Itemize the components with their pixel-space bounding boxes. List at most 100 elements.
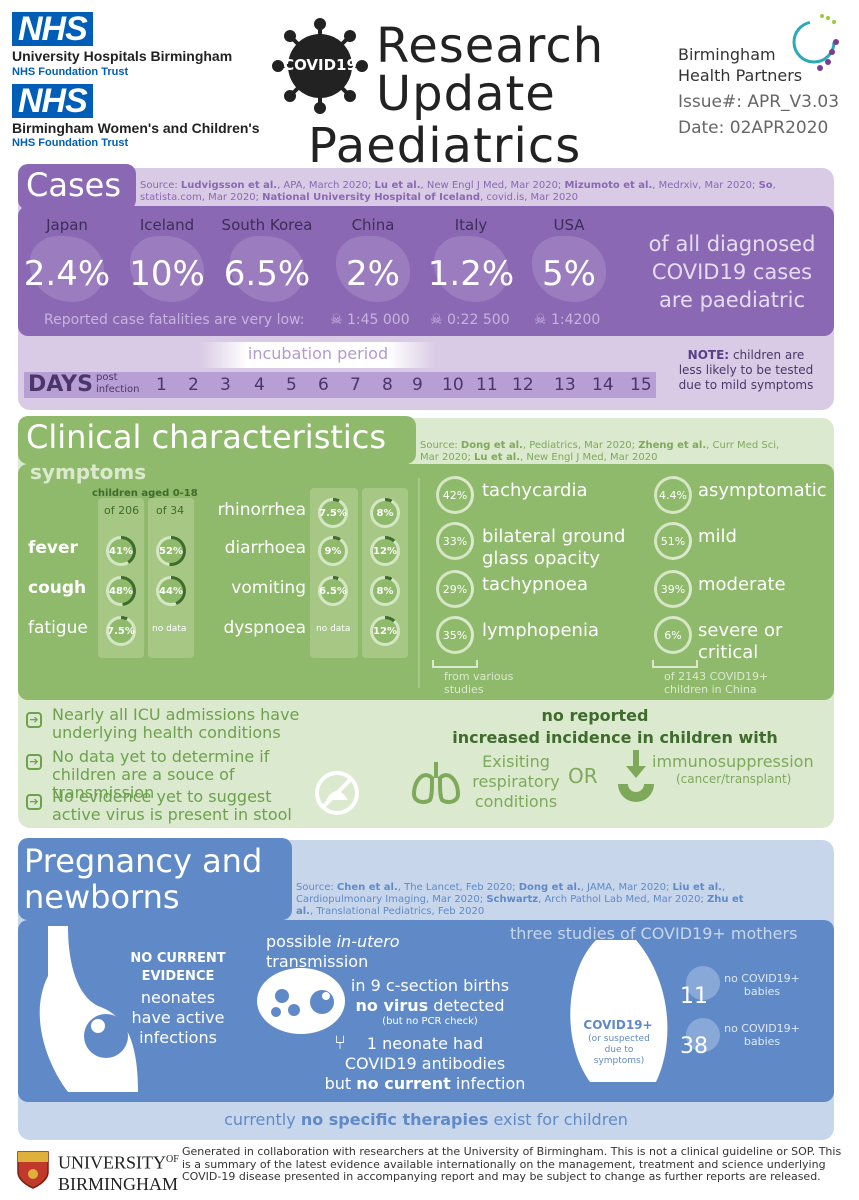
- donut-symptom-a: 41%: [106, 536, 136, 566]
- donut-symptom-b: 44%: [156, 576, 186, 606]
- csection-label: in 9 c-section births: [350, 976, 510, 995]
- donut-stat-b: 39%: [654, 570, 692, 608]
- right-a-bracket: [432, 660, 478, 668]
- baby-icon-1: [686, 966, 720, 1000]
- immuno-label: immunosuppression: [652, 752, 814, 771]
- donut-value: 6%: [657, 619, 689, 651]
- header: NHS University Hospitals Birmingham NHS …: [0, 0, 859, 172]
- issue-date: Date: 02APR2020: [678, 118, 829, 138]
- symptom-name: rhinorrhea: [217, 500, 306, 520]
- antibodies-label: COVID19 antibodies: [344, 1054, 506, 1073]
- country-name: Japan: [46, 216, 88, 234]
- partner-line-1: Birmingham: [678, 45, 776, 64]
- symptom-name: fatigue: [28, 618, 88, 638]
- possible-label: possible: [266, 932, 332, 951]
- donut-value: 42%: [439, 479, 471, 511]
- symptom-name: fever: [28, 538, 78, 558]
- fatalities-label: Reported case fatalities are very low:: [44, 312, 305, 328]
- day-number: 8: [382, 375, 393, 395]
- days-label: DAYS: [28, 372, 93, 397]
- donut-value: 29%: [439, 573, 471, 605]
- symptom-name: diarrhoea: [224, 538, 306, 558]
- donut-value: 12%: [373, 619, 397, 643]
- clinical-heading: Clinical characteristics: [26, 418, 387, 456]
- check-icon: ➔: [26, 754, 42, 770]
- days-bar: [24, 372, 656, 398]
- fatality-2: ☠ 0:22 500: [430, 312, 510, 328]
- donut-stat-b: 6%: [654, 616, 692, 654]
- no-stool-icon: [314, 770, 360, 816]
- pregnancy-heading-box: [18, 838, 292, 920]
- footer-text: Generated in collaboration with research…: [182, 1145, 842, 1183]
- detected-label: detected: [433, 996, 505, 1015]
- symptom-name: dyspnoea: [223, 618, 306, 638]
- trust-name-1: NHS Foundation Trust: [12, 66, 129, 78]
- day-number: 5: [286, 375, 297, 395]
- country-percentage: 2%: [346, 254, 400, 294]
- day-number: 2: [188, 375, 199, 395]
- bullet-text: Nearly all ICU admissions have underlyin…: [52, 705, 300, 742]
- evidence-label: EVIDENCE: [141, 969, 215, 984]
- partner-logo-icon: [788, 12, 844, 78]
- country-percentage: 1.2%: [427, 254, 515, 294]
- no-babies-2: no COVID19+ babies: [724, 1022, 800, 1048]
- no-data: no data: [316, 624, 351, 634]
- cases-heading-box: [18, 164, 136, 210]
- pregnant-silhouette-icon: [566, 940, 670, 1082]
- transmission-label: transmission: [266, 952, 369, 971]
- donut-value: 12%: [373, 539, 397, 563]
- skull-icon: ☠: [330, 312, 343, 328]
- day-number: 1: [156, 375, 167, 395]
- no-virus-label: no virus: [355, 996, 429, 1015]
- donut-value: 39%: [657, 573, 689, 605]
- issue-number: Issue#: APR_V3.03: [678, 92, 840, 112]
- therapies-pre: currently: [224, 1110, 296, 1129]
- cases-source: Source: Ludvigsson et al., APA, March 20…: [140, 180, 776, 203]
- map-shape-icon: [532, 236, 606, 302]
- stat-label: mild: [698, 526, 737, 547]
- pregnancy-heading-1: Pregnancy and: [24, 842, 263, 880]
- partner-line-2: Health Partners: [678, 66, 803, 85]
- donut-value: 35%: [439, 619, 471, 651]
- immuno-icon: [614, 750, 658, 808]
- children-label: children aged 0-18: [92, 488, 198, 499]
- count-2: 38: [680, 1034, 708, 1059]
- donut-symptom-a: 6.5%: [318, 576, 348, 606]
- or-label: OR: [568, 764, 598, 788]
- donut-symptom-a: 48%: [106, 576, 136, 606]
- stat-label: bilateral ground glass opacity: [482, 526, 626, 569]
- donut-value: 33%: [439, 525, 471, 557]
- csection-info: in 9 c-section births no virus detected …: [350, 976, 510, 1028]
- country-name: Italy: [454, 216, 488, 234]
- donut-value: 51%: [657, 525, 689, 557]
- donut-symptom-b: 8%: [370, 576, 400, 606]
- cases-summary: of all diagnosed COVID19 cases are paedi…: [632, 230, 832, 314]
- map-shape-icon: [130, 236, 204, 302]
- donut-value: 48%: [109, 579, 133, 603]
- country-percentage: 10%: [129, 254, 205, 294]
- donut-stat-a: 42%: [436, 476, 474, 514]
- note-text-1: children are: [732, 348, 805, 362]
- count-1: 11: [680, 984, 708, 1009]
- day-number: 14: [592, 375, 614, 395]
- stat-label: severe or critical: [698, 620, 783, 663]
- neonates-text: neonates have active infections: [131, 988, 225, 1047]
- donut-value: 9%: [321, 539, 345, 563]
- note-text-3: due to mild symptoms: [678, 378, 814, 392]
- pregnant-icon: [28, 926, 138, 1092]
- possible-in-utero: possible in-utero transmission: [266, 932, 400, 972]
- summary-line-3: are paediatric: [658, 288, 806, 312]
- note-bold: NOTE:: [687, 348, 730, 362]
- pregnancy-source: Source: Chen et al., The Lancet, Feb 202…: [296, 882, 744, 917]
- bullet-text: No data yet to determine if children are…: [52, 747, 270, 802]
- baby-icon-2: [686, 1018, 720, 1052]
- donut-value: 8%: [373, 579, 397, 603]
- uob-of: OF: [166, 1154, 179, 1165]
- incubation-bar: [200, 342, 436, 368]
- stat-label: asymptomatic: [698, 480, 827, 501]
- days-sub-2: infection: [96, 384, 140, 395]
- no-current-bold: no current: [356, 1074, 451, 1093]
- stat-label: tachypnoea: [482, 574, 588, 595]
- clinical-heading-box: [18, 416, 416, 464]
- donut-value: 6.5%: [319, 579, 347, 603]
